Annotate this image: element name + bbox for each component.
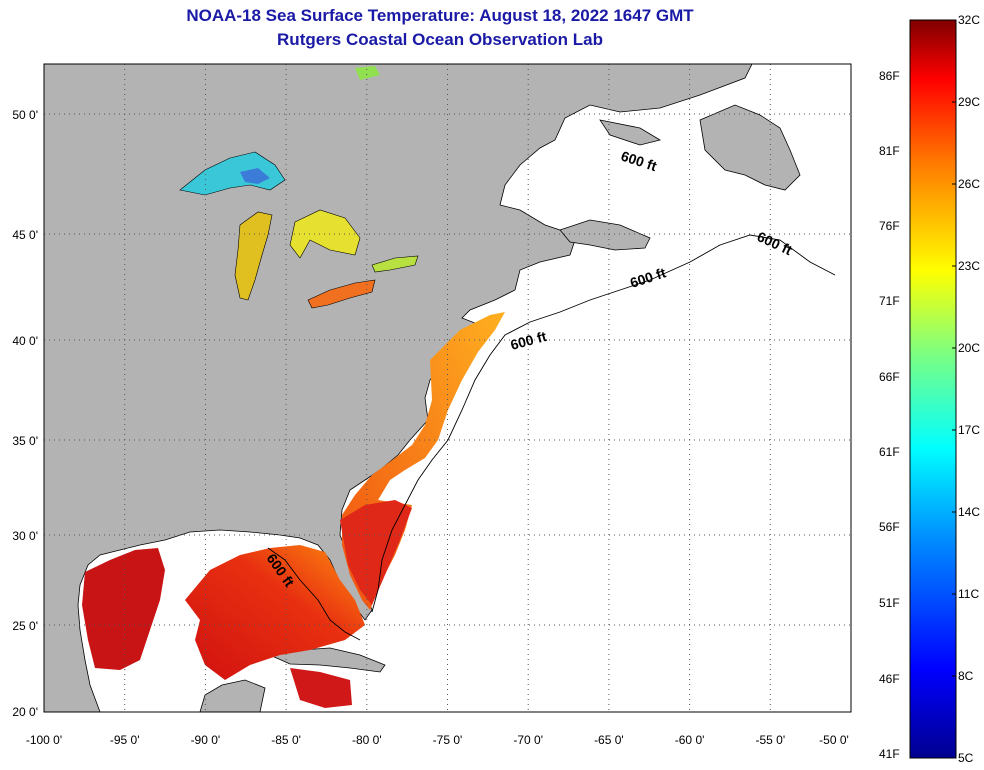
lat-tick-label: 35 0' — [12, 434, 38, 448]
lon-tick-label: -90 0' — [191, 733, 221, 747]
land-pei-island — [599, 119, 662, 146]
colorbar-fahrenheit-label: 76F — [879, 219, 900, 233]
map-subtitle: Rutgers Coastal Ocean Observation Lab — [277, 30, 603, 49]
land-cuba — [268, 647, 386, 673]
colorbar-fahrenheit-label: 51F — [879, 596, 900, 610]
lake-superior-sst — [179, 151, 286, 196]
isobath-600ft — [267, 234, 836, 641]
colorbar-celsius-label: 14C — [958, 505, 980, 519]
map-title: NOAA-18 Sea Surface Temperature: August … — [186, 6, 694, 25]
lon-tick-label: -80 0' — [352, 733, 382, 747]
lon-tick-label: -75 0' — [433, 733, 463, 747]
colorbar-celsius-label: 5C — [958, 751, 974, 765]
lat-tick-label: 20 0' — [12, 705, 38, 719]
lat-tick-label: 25 0' — [12, 619, 38, 633]
colorbar-celsius-label: 26C — [958, 177, 980, 191]
lon-tick-label: -95 0' — [110, 733, 140, 747]
gulf-central-sst — [185, 545, 365, 680]
land-newfoundland — [699, 104, 801, 191]
lon-tick-label: -100 0' — [26, 733, 62, 747]
map-frame — [43, 63, 852, 713]
land-north-america — [43, 63, 753, 713]
lat-axis: 50 0' 45 0' 40 0' 35 0' 30 0' 25 0' 20 0… — [12, 108, 38, 719]
colorbar-fahrenheit-label: 61F — [879, 445, 900, 459]
lake-erie-sst — [307, 279, 376, 309]
lat-tick-label: 45 0' — [12, 228, 38, 242]
colorbar-celsius-label: 23C — [958, 259, 980, 273]
colorbar-fahrenheit-label: 46F — [879, 672, 900, 686]
lon-tick-label: -60 0' — [675, 733, 705, 747]
lon-axis: -100 0' -95 0' -90 0' -85 0' -80 0' -75 … — [26, 733, 849, 747]
colorbar-celsius-label: 32C — [958, 13, 980, 27]
colorbar-fahrenheit-label: 56F — [879, 520, 900, 534]
lon-tick-label: -65 0' — [594, 733, 624, 747]
colorbar-fahrenheit-label: 86F — [879, 69, 900, 83]
map-grid — [44, 64, 851, 712]
colorbar-celsius-label: 8C — [958, 669, 974, 683]
colorbar-fahrenheit-label: 41F — [879, 747, 900, 761]
colorbar-celsius-label: 29C — [958, 95, 980, 109]
land-maritimes — [559, 219, 651, 251]
lon-tick-label: -50 0' — [819, 733, 849, 747]
colorbar-celsius-label: 20C — [958, 341, 980, 355]
lake-nipigon-sst — [355, 66, 380, 80]
lat-tick-label: 30 0' — [12, 529, 38, 543]
lake-ontario-sst — [371, 255, 419, 273]
lon-tick-label: -55 0' — [755, 733, 785, 747]
colorbar-gradient — [909, 19, 957, 759]
gulf-west-sst — [82, 548, 165, 670]
caribbean-sst — [290, 668, 352, 708]
colorbar-fahrenheit-label: 66F — [879, 370, 900, 384]
colorbar-celsius-label: 11C — [958, 587, 979, 601]
lon-tick-label: -70 0' — [513, 733, 543, 747]
colorbar-celsius-label: 17C — [958, 423, 980, 437]
lake-superior-cold — [240, 168, 270, 184]
colorbar-fahrenheit-label: 81F — [879, 144, 900, 158]
lat-tick-label: 40 0' — [12, 334, 38, 348]
colorbar-fahrenheit-label: 71F — [879, 294, 900, 308]
colorbar: 32C 29C 26C 23C 20C 17C 14C 11C 8C 5C 86… — [879, 13, 980, 765]
lat-tick-label: 50 0' — [12, 108, 38, 122]
lon-tick-label: -85 0' — [271, 733, 301, 747]
